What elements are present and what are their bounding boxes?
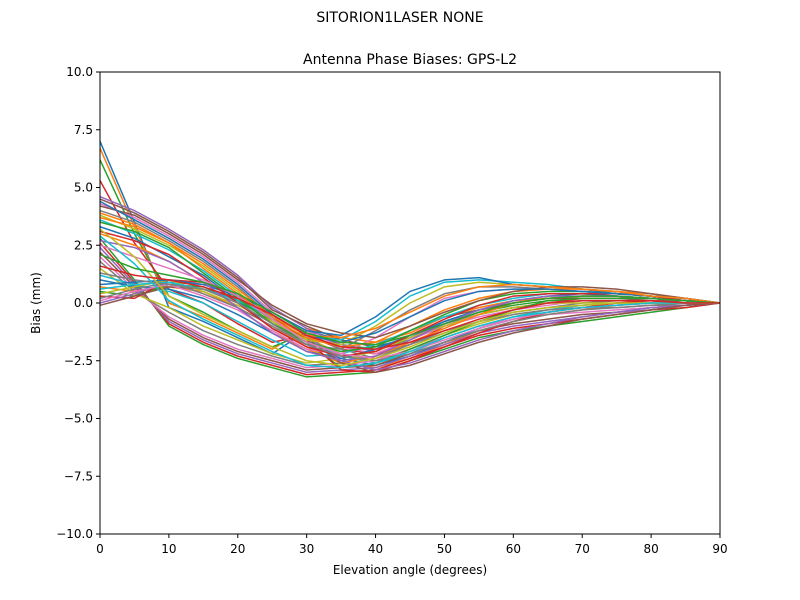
x-axis-label: Elevation angle (degrees) xyxy=(333,563,487,577)
y-tick-label: 10.0 xyxy=(66,65,93,79)
y-axis: −10.0 −7.5 −5.0 −2.5 0.0 2.5 5.0 7.5 10.0 xyxy=(56,65,100,541)
y-tick-label: 0.0 xyxy=(74,296,93,310)
x-tick-label: 50 xyxy=(437,542,452,556)
y-tick-label: −2.5 xyxy=(64,354,93,368)
x-tick-label: 70 xyxy=(575,542,590,556)
x-tick-label: 30 xyxy=(299,542,314,556)
y-tick-label: 2.5 xyxy=(74,238,93,252)
chart-title: Antenna Phase Biases: GPS-L2 xyxy=(303,52,517,68)
y-tick-label: 5.0 xyxy=(74,181,93,195)
series-line-42 xyxy=(99,216,721,339)
x-tick-label: 0 xyxy=(96,542,104,556)
x-tick-label: 40 xyxy=(368,542,383,556)
x-tick-label: 20 xyxy=(230,542,245,556)
series-line-39 xyxy=(99,228,720,367)
series-line-41 xyxy=(99,200,721,344)
series-line-4 xyxy=(99,180,721,355)
x-tick-label: 90 xyxy=(712,542,727,556)
series-line-43 xyxy=(99,253,721,346)
series-layer xyxy=(99,141,721,378)
series-line-38 xyxy=(99,272,720,362)
figure-suptitle: SITORION1LASER NONE xyxy=(316,10,484,26)
x-tick-label: 60 xyxy=(506,542,521,556)
y-tick-label: −7.5 xyxy=(64,469,93,483)
y-tick-label: −10.0 xyxy=(56,527,93,541)
x-axis: 0 10 20 30 40 50 60 70 80 90 xyxy=(96,534,728,556)
series-line-40 xyxy=(99,235,720,369)
x-tick-label: 10 xyxy=(161,542,176,556)
x-tick-label: 80 xyxy=(643,542,658,556)
y-tick-label: 7.5 xyxy=(74,123,93,137)
series-line-44 xyxy=(99,265,720,350)
series-line-36 xyxy=(99,205,721,339)
y-axis-label: Bias (mm) xyxy=(29,272,43,334)
y-tick-label: −5.0 xyxy=(64,412,93,426)
series-line-5 xyxy=(99,196,721,353)
